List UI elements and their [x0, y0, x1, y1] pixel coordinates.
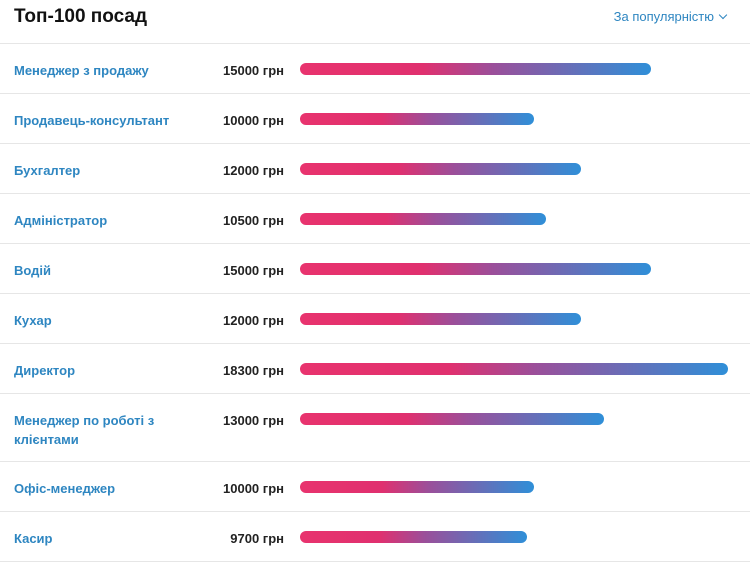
salary-bar	[300, 163, 581, 175]
salary-value: 18300 грн	[223, 363, 284, 378]
position-link[interactable]: Касир	[14, 531, 53, 546]
positions-list: Менеджер з продажу 15000 грн Продавець-к…	[0, 44, 750, 562]
list-item: Менеджер з продажу 15000 грн	[0, 44, 750, 94]
position-link[interactable]: Бухгалтер	[14, 163, 81, 178]
position-link[interactable]: Офіс-менеджер	[14, 481, 116, 496]
position-link[interactable]: Менеджер з продажу	[14, 63, 149, 78]
salary-bar	[300, 413, 604, 425]
list-item: Продавець-консультант 10000 грн	[0, 94, 750, 144]
salary-bar	[300, 63, 651, 75]
salary-value: 13000 грн	[223, 413, 284, 428]
position-link[interactable]: Директор	[14, 363, 76, 378]
salary-value: 15000 грн	[223, 63, 284, 78]
position-link[interactable]: Адміністратор	[14, 213, 108, 228]
salary-value: 10500 грн	[223, 213, 284, 228]
salary-bar	[300, 263, 651, 275]
list-item: Кухар 12000 грн	[0, 294, 750, 344]
position-link[interactable]: Продавець-консультант	[14, 113, 170, 128]
salary-bar	[300, 481, 534, 493]
position-link[interactable]: Водій	[14, 263, 52, 278]
page-title: Топ-100 посад	[14, 6, 148, 27]
salary-bar	[300, 531, 527, 543]
position-link[interactable]: Кухар	[14, 313, 52, 328]
list-item: Бухгалтер 12000 грн	[0, 144, 750, 194]
list-item: Водій 15000 грн	[0, 244, 750, 294]
salary-value: 10000 грн	[223, 113, 284, 128]
list-item: Офіс-менеджер 10000 грн	[0, 462, 750, 512]
salary-bar	[300, 213, 546, 225]
salary-bar	[300, 363, 728, 375]
sort-dropdown[interactable]: За популярністю	[613, 9, 728, 24]
sort-label: За популярністю	[613, 9, 714, 24]
salary-value: 10000 грн	[223, 481, 284, 496]
salary-value: 9700 грн	[230, 531, 284, 546]
chevron-down-icon	[718, 10, 728, 19]
position-link[interactable]: Менеджер по роботі з клієнтами	[14, 413, 155, 447]
header: Топ-100 посад За популярністю	[0, 0, 750, 44]
list-item: Адміністратор 10500 грн	[0, 194, 750, 244]
salary-value: 15000 грн	[223, 263, 284, 278]
salary-value: 12000 грн	[223, 163, 284, 178]
list-item: Менеджер по роботі з клієнтами 13000 грн	[0, 394, 750, 462]
salary-bar	[300, 313, 581, 325]
salary-value: 12000 грн	[223, 313, 284, 328]
salary-bar	[300, 113, 534, 125]
list-item: Директор 18300 грн	[0, 344, 750, 394]
list-item: Касир 9700 грн	[0, 512, 750, 562]
